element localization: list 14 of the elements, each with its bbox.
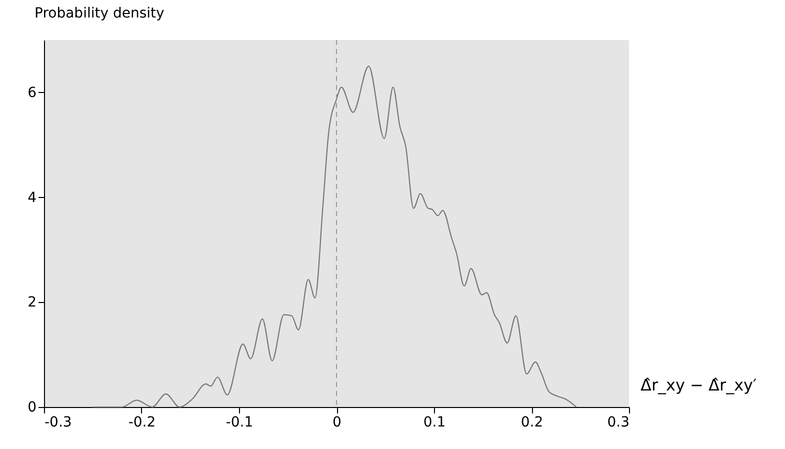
- y-axis-title: Probability density: [34, 6, 164, 22]
- y-tick-label: 2: [28, 294, 36, 311]
- y-tick-label: 6: [28, 84, 37, 101]
- x-tick-label: -0.1: [226, 414, 254, 430]
- x-tick-label: 0.2: [520, 414, 544, 430]
- y-tick-label: 4: [28, 190, 37, 206]
- y-tick-label: 0: [28, 400, 36, 416]
- x-tick-label: -0.3: [44, 414, 72, 430]
- x-tick-label: 0: [332, 414, 342, 430]
- x-tick-label: 0.3: [607, 414, 630, 430]
- line-series: [92, 66, 577, 408]
- x-tick-label: 0.1: [423, 414, 446, 430]
- x-tick-label: -0.2: [128, 414, 156, 430]
- x-axis-title: Δ̂r_xy − Δ̂r_xy′: [640, 376, 757, 394]
